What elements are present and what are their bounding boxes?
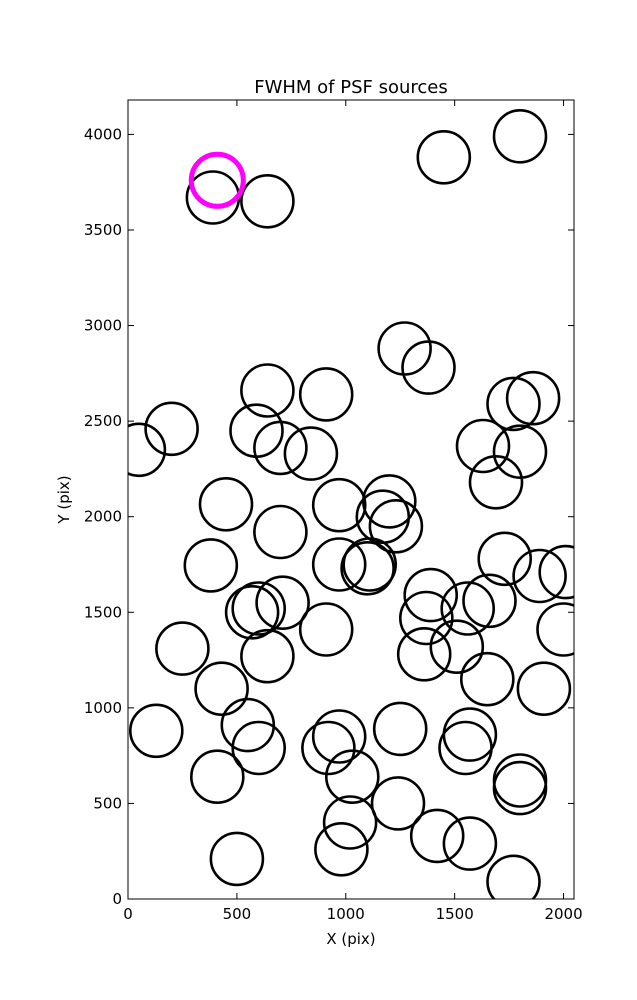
source-marker: [194, 661, 249, 717]
source-marker: [538, 544, 574, 600]
x-tick-label: 2000: [544, 905, 582, 923]
source-marker: [311, 477, 367, 533]
y-tick-label: 0: [112, 890, 122, 908]
source-marker: [253, 420, 308, 476]
source-marker: [355, 489, 411, 545]
source-marker: [396, 626, 452, 682]
source-marker: [429, 619, 485, 675]
highlight-layer: [188, 151, 246, 209]
source-marker: [403, 567, 459, 623]
source-marker: [190, 749, 245, 805]
source-marker: [455, 418, 511, 474]
x-axis-label: X (pix): [326, 930, 375, 948]
x-tick-label: 0: [123, 905, 133, 923]
y-tick-label: 4000: [84, 125, 122, 143]
y-tick-label: 3500: [84, 221, 122, 239]
y-tick-label: 1500: [84, 603, 122, 621]
source-marker: [155, 621, 210, 676]
y-tick-label: 2500: [84, 412, 122, 430]
source-marker: [401, 340, 456, 395]
source-marker: [492, 109, 548, 164]
source-marker: [442, 707, 498, 762]
source-marker: [240, 363, 295, 418]
x-tick-label: 1000: [327, 905, 365, 923]
source-marker: [283, 426, 339, 481]
source-marker: [477, 531, 533, 587]
source-marker: [536, 602, 574, 657]
source-marker: [314, 821, 369, 877]
source-marker: [128, 422, 167, 478]
source-marker: [129, 703, 184, 759]
x-tick-label: 500: [223, 905, 252, 923]
source-marker: [409, 808, 465, 864]
chart-title: FWHM of PSF sources: [254, 77, 448, 98]
source-marker: [224, 584, 280, 640]
source-marker: [372, 701, 428, 757]
source-marker: [144, 401, 199, 457]
marker-layer: [128, 109, 574, 899]
source-marker: [240, 628, 295, 684]
source-marker: [340, 540, 395, 596]
y-tick-label: 500: [93, 794, 122, 812]
source-marker: [492, 760, 548, 816]
source-marker: [311, 709, 367, 764]
source-marker: [459, 651, 515, 707]
y-tick-label: 1000: [84, 699, 122, 717]
y-tick-label: 3000: [84, 317, 122, 335]
source-marker: [416, 130, 472, 185]
x-tick-label: 1500: [436, 905, 474, 923]
source-marker: [468, 454, 524, 510]
y-axis-label: Y (pix): [55, 475, 73, 524]
source-marker: [255, 575, 310, 631]
highlighted-source-marker: [188, 151, 246, 209]
source-marker: [231, 581, 287, 636]
source-marker: [231, 720, 287, 776]
source-marker: [301, 720, 356, 776]
source-marker: [440, 581, 496, 636]
source-marker: [486, 854, 541, 899]
source-marker: [183, 538, 239, 593]
source-marker: [198, 476, 254, 532]
source-marker: [322, 795, 378, 850]
source-marker: [516, 661, 572, 717]
tick-layer: 0 500 1000 1500 2000 0 500 1000 1500 2000 2500 3000…: [84, 100, 583, 923]
plot-area-frame: [127, 99, 575, 900]
source-marker: [398, 590, 454, 646]
source-marker: [370, 776, 426, 831]
y-tick-label: 2000: [84, 508, 122, 526]
source-marker: [298, 367, 354, 422]
source-marker: [462, 573, 517, 629]
source-marker: [311, 537, 367, 592]
source-marker: [442, 816, 498, 871]
source-marker: [298, 602, 354, 657]
source-marker: [240, 174, 295, 229]
source-marker: [220, 697, 276, 753]
source-marker: [209, 831, 265, 887]
source-marker: [324, 749, 380, 805]
source-marker: [512, 548, 567, 604]
source-marker: [505, 370, 561, 426]
source-marker: [368, 498, 424, 554]
source-marker: [253, 504, 308, 560]
source-marker: [486, 376, 541, 432]
source-marker: [492, 424, 548, 480]
